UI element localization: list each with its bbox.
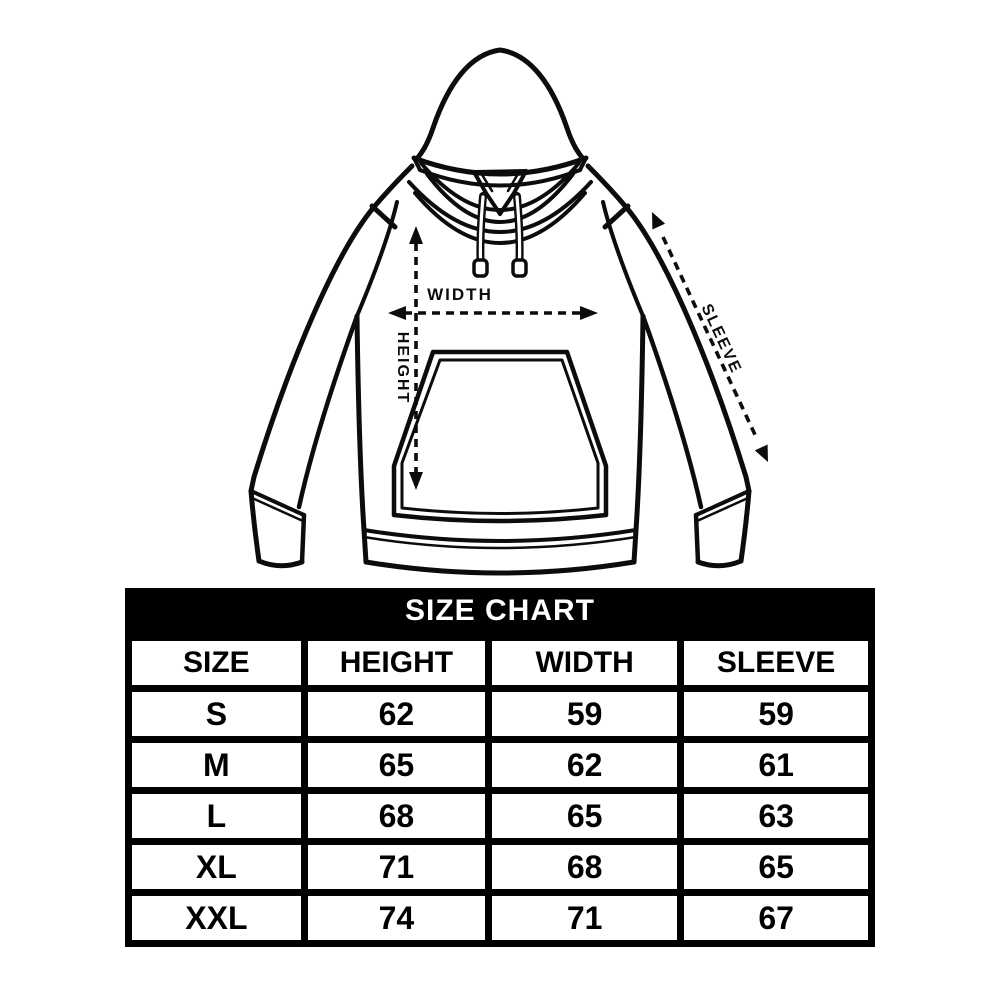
height-cell: 74: [307, 896, 486, 940]
height-arrow: [409, 226, 423, 490]
aglet-left: [472, 258, 489, 278]
hoodie-diagram: WIDTH HEIGHT SLEEVE: [248, 47, 768, 576]
width-cell: 68: [492, 845, 678, 889]
drawstrings: [472, 192, 528, 278]
kangaroo-pocket: [391, 349, 609, 524]
sleeve-cell: 65: [684, 845, 868, 889]
sleeve-cell: 67: [684, 896, 868, 940]
width-cell: 62: [492, 743, 678, 787]
aglet-right: [511, 258, 528, 278]
width-cell: 65: [492, 794, 678, 838]
hood: [407, 47, 593, 245]
height-cell: 65: [307, 743, 486, 787]
table-row-xl: XL 71 68 65: [132, 845, 868, 889]
size-cell: S: [132, 692, 301, 736]
size-chart-table: SIZE CHART SIZE HEIGHT WIDTH SLEEVE S 62…: [125, 588, 875, 947]
height-cell: 68: [307, 794, 486, 838]
height-cell: 71: [307, 845, 486, 889]
size-cell: XXL: [132, 896, 301, 940]
column-header-size: SIZE: [132, 641, 301, 685]
sleeve-cell: 59: [684, 692, 868, 736]
width-arrow: [388, 306, 598, 320]
column-header-width: WIDTH: [492, 641, 678, 685]
width-cell: 59: [492, 692, 678, 736]
hoodie-body-outline: [248, 163, 752, 576]
column-header-sleeve: SLEEVE: [684, 641, 868, 685]
size-cell: L: [132, 794, 301, 838]
size-chart-title: SIZE CHART: [125, 588, 875, 634]
table-row-m: M 65 62 61: [132, 743, 868, 787]
width-cell: 71: [492, 896, 678, 940]
table-row-s: S 62 59 59: [132, 692, 868, 736]
table-row-xxl: XXL 74 71 67: [132, 896, 868, 940]
sleeve-arrow: [652, 212, 768, 462]
height-label: HEIGHT: [394, 332, 411, 404]
table-row-l: L 68 65 63: [132, 794, 868, 838]
size-cell: XL: [132, 845, 301, 889]
column-header-height: HEIGHT: [307, 641, 486, 685]
sleeve-cell: 63: [684, 794, 868, 838]
sleeve-cell: 61: [684, 743, 868, 787]
width-label: WIDTH: [427, 285, 493, 304]
header-row: SIZE HEIGHT WIDTH SLEEVE: [132, 641, 868, 685]
size-cell: M: [132, 743, 301, 787]
height-cell: 62: [307, 692, 486, 736]
